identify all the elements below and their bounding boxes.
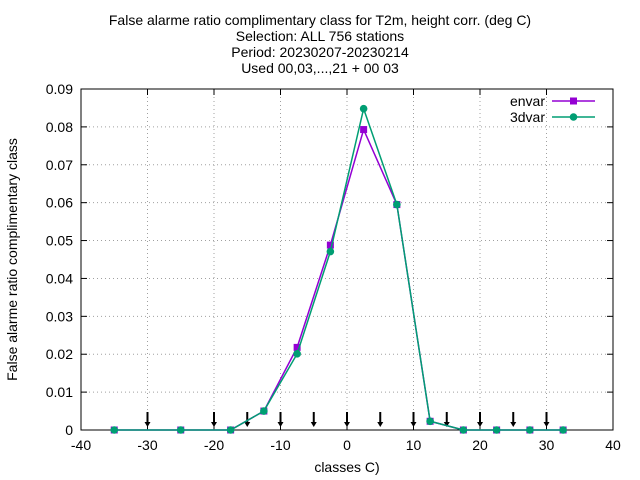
data-point-3dvar [559, 426, 567, 434]
y-tick-label: 0.07 [46, 157, 73, 173]
plot-frame [80, 88, 614, 431]
x-tick-label: -20 [204, 437, 224, 453]
data-point-3dvar [176, 426, 185, 434]
y-tick-label: 0.08 [46, 119, 73, 135]
chart-title-line-1: False alarme ratio complimentary class f… [108, 12, 532, 28]
data-point-3dvar [393, 200, 401, 209]
y-axis-label: False alarme ratio complimentary class [4, 138, 20, 381]
legend-label-envar: envar [510, 93, 545, 109]
arrow-marker-head [277, 422, 284, 427]
series-line-3dvar [114, 106, 564, 431]
x-tick-label: -30 [137, 437, 157, 453]
y-tick-label: 0.04 [46, 270, 73, 286]
x-tick-label: -10 [270, 437, 290, 453]
y-tick-label: 0.01 [46, 384, 73, 400]
data-point-envar [360, 126, 368, 134]
x-axis-label: classes C) [314, 459, 379, 475]
data-point-envar [326, 241, 334, 249]
x-tick-label: 30 [539, 437, 555, 453]
data-point-3dvar [526, 426, 534, 434]
arrow-marker-head [377, 422, 384, 427]
data-point-3dvar [110, 426, 119, 434]
data-point-envar [293, 343, 301, 351]
legend-marker-3dvar [569, 113, 578, 121]
x-tick-label: 20 [472, 437, 488, 453]
data-point-3dvar [226, 426, 235, 434]
data-point-3dvar [492, 426, 501, 434]
data-point-3dvar [260, 407, 268, 415]
legend-label-3dvar: 3dvar [510, 109, 545, 125]
arrow-marker-head [344, 422, 350, 427]
series-line-envar [114, 127, 564, 431]
arrow-marker-head [410, 422, 417, 427]
arrow-marker-head [144, 422, 151, 427]
x-tick-label: 10 [406, 437, 422, 453]
arrow-marker-head [443, 422, 450, 427]
chart-title-line-4: Used 00,03,...,21 + 00 03 [241, 60, 399, 76]
arrow-marker-head [244, 422, 251, 427]
x-tick-label: 40 [605, 437, 621, 453]
x-tick-label: 0 [343, 437, 351, 453]
chart-title-line-3: Period: 20230207-20230214 [231, 44, 409, 60]
arrow-marker-head [477, 422, 483, 427]
x-tick-label: -40 [71, 437, 91, 453]
arrow-marker-head [310, 422, 317, 427]
y-tick-label: 0.05 [46, 233, 73, 249]
data-point-3dvar [359, 104, 368, 113]
arrow-marker-head [211, 422, 217, 427]
data-point-3dvar [293, 350, 301, 358]
legend-marker-envar [570, 97, 577, 105]
data-point-3dvar [326, 247, 335, 256]
y-tick-label: 0 [65, 422, 73, 438]
y-tick-label: 0.06 [46, 195, 73, 211]
y-tick-label: 0.03 [46, 308, 73, 324]
y-tick-label: 0.09 [46, 81, 73, 97]
data-point-3dvar [426, 417, 434, 426]
arrow-marker-head [510, 422, 517, 427]
chart-title-line-2: Selection: ALL 756 stations [235, 28, 405, 44]
arrow-marker-head [543, 422, 550, 427]
data-point-3dvar [459, 426, 468, 434]
y-tick-label: 0.02 [46, 346, 73, 362]
